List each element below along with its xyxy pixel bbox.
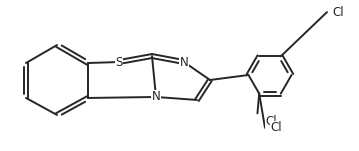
Text: Cl: Cl [265, 115, 277, 128]
Text: S: S [115, 56, 123, 69]
Text: Cl: Cl [332, 6, 344, 19]
Text: Cl: Cl [270, 121, 282, 134]
Text: N: N [180, 56, 188, 69]
Text: N: N [151, 90, 160, 103]
